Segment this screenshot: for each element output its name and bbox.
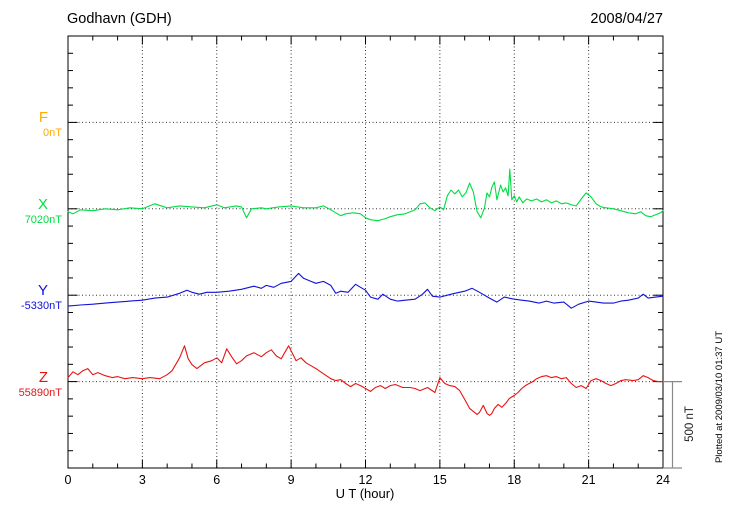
x-tick-label: 21 [582, 473, 596, 487]
channel-z-label: Z [39, 369, 48, 386]
gridlines [68, 36, 663, 468]
x-tick-labels: 0 3 6 9 12 15 18 21 24 [65, 473, 670, 487]
channel-f-baseline-value: 0nT [43, 127, 62, 139]
z-trace [67, 345, 664, 416]
station-title: Godhavn (GDH) [67, 11, 172, 27]
channel-labels: F 0nT X 7020nT Y -5330nT Z 55890nT [19, 109, 63, 399]
x-tick-label: 0 [65, 473, 72, 487]
x-tick-label: 9 [288, 473, 295, 487]
x-tick-label: 12 [359, 473, 373, 487]
x-tick-label: 3 [139, 473, 146, 487]
axis-ticks [67, 35, 664, 469]
plot-frame [67, 35, 664, 469]
x-tick-label: 6 [213, 473, 220, 487]
x-tick-label: 24 [656, 473, 670, 487]
x-trace [67, 168, 664, 222]
plotted-at-note: Plotted at 2009/03/10 01:37 UT [714, 331, 725, 463]
plot-date: 2008/04/27 [590, 11, 663, 27]
channel-x-label: X [38, 196, 48, 213]
channel-y-baseline-value: -5330nT [21, 300, 62, 312]
channel-z-baseline-value: 55890nT [19, 387, 63, 399]
scale-bar: 500 nT [663, 381, 696, 469]
x-tick-label: 15 [433, 473, 447, 487]
x-tick-label: 18 [507, 473, 521, 487]
scale-bar-label: 500 nT [684, 406, 696, 442]
channel-y-label: Y [38, 282, 48, 299]
channel-f-label: F [39, 109, 48, 126]
y-trace [67, 272, 664, 309]
channel-x-baseline-value: 7020nT [25, 214, 63, 226]
channel-traces [67, 168, 664, 416]
x-axis-label: U T (hour) [336, 486, 395, 501]
